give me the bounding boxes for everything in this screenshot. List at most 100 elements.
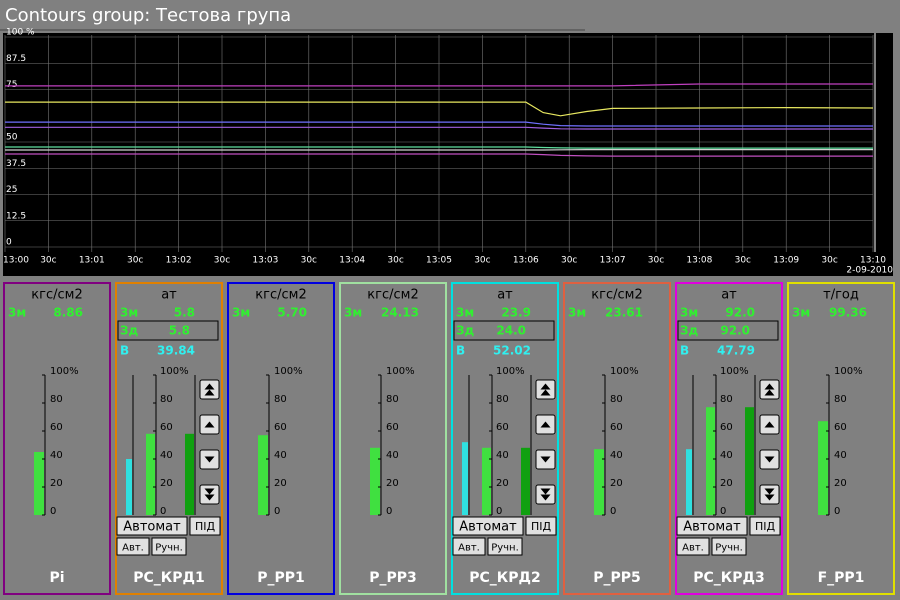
contour-name: Р_РР3	[369, 570, 417, 586]
manual-button-label: Ручн.	[715, 543, 743, 554]
y-tick-label: 37.5	[6, 159, 26, 169]
manual-button[interactable]	[487, 537, 523, 556]
contour-name: Р_РР1	[257, 570, 305, 586]
trend-line	[5, 153, 873, 157]
manual-button-label: Ручн.	[155, 543, 183, 554]
measured-label: 3м	[232, 306, 250, 320]
pid-button-label: ПІД	[531, 520, 552, 533]
x-tick-label: 13:03	[252, 256, 278, 266]
x-tick-label: 13:10	[860, 256, 886, 266]
gauge-tick-label: 40	[834, 450, 847, 461]
pid-button[interactable]	[525, 516, 557, 536]
arrow-icon	[540, 383, 551, 396]
measured-label: 3м	[456, 306, 474, 320]
window-title: Contours group: Тестова група	[5, 5, 291, 26]
gauge-tick-label: 40	[610, 450, 623, 461]
arrow-icon	[764, 456, 775, 463]
panel	[787, 282, 895, 595]
measured-value: 5.70	[277, 306, 307, 320]
panel	[3, 282, 111, 595]
manual-button-label: Ручн.	[491, 543, 519, 554]
measured-value: 92.0	[725, 306, 755, 320]
pid-button[interactable]	[189, 516, 221, 536]
arrow-icon	[764, 421, 775, 428]
gauge-tick-label: 40	[720, 450, 733, 461]
y-tick-label: 87.5	[6, 54, 26, 64]
contour-name: Р_РР5	[593, 570, 641, 586]
gauge-tick-label: 40	[160, 450, 173, 461]
auto-button[interactable]	[452, 537, 486, 556]
contour-name: Pi	[49, 570, 64, 586]
gauge-tick-label: 80	[274, 394, 287, 405]
manual-button[interactable]	[711, 537, 747, 556]
arrow-icon	[540, 456, 551, 463]
panel	[339, 282, 447, 595]
gauge-tick-label: 0	[50, 506, 56, 517]
gauge-tick-label: 40	[386, 450, 399, 461]
gauge-tick-label: 0	[160, 506, 166, 517]
y-tick-label: 0	[6, 238, 12, 248]
gauge-bar	[258, 435, 268, 515]
x-tick-label: 30c	[735, 256, 751, 266]
trend-line	[5, 126, 873, 130]
y-tick-label: 100 %	[6, 28, 35, 38]
gauge-tick-label: 100%	[386, 366, 415, 377]
output-value: 39.84	[157, 344, 195, 358]
mode-button-label: Автомат	[123, 520, 181, 535]
measured-label: 3м	[344, 306, 362, 320]
gauge-bar	[126, 459, 132, 515]
x-tick-label: 13:08	[686, 256, 712, 266]
gauge-bar	[34, 452, 44, 515]
gauge-tick-label: 20	[160, 478, 173, 489]
gauge-bar	[594, 449, 604, 515]
gauge-tick-label: 100%	[834, 366, 863, 377]
x-tick-label: 13:05	[426, 256, 452, 266]
trend-line	[5, 146, 873, 149]
units: т/год	[823, 288, 859, 303]
gauge-tick-label: 60	[160, 422, 173, 433]
contour-name: РС_КРД2	[469, 570, 540, 586]
pid-button-label: ПІД	[195, 520, 216, 533]
x-tick-label: 13:04	[339, 256, 365, 266]
gauge-tick-label: 20	[496, 478, 509, 489]
setpoint-label: Зд	[680, 324, 699, 338]
x-tick-label: 13:07	[600, 256, 626, 266]
mode-button[interactable]	[676, 516, 748, 536]
setpoint-box[interactable]	[453, 320, 555, 341]
gauge-tick-label: 60	[834, 422, 847, 433]
auto-button-label: Авт.	[122, 543, 144, 554]
pid-button[interactable]	[749, 516, 781, 536]
gauge-tick-label: 20	[50, 478, 63, 489]
gauge-bar	[686, 449, 692, 515]
gauge-tick-label: 20	[386, 478, 399, 489]
units: ат	[497, 288, 513, 303]
mode-button[interactable]	[116, 516, 188, 536]
auto-button[interactable]	[116, 537, 150, 556]
gauge-tick-label: 80	[50, 394, 63, 405]
setpoint-box[interactable]	[117, 320, 219, 341]
gauge-tick-label: 100%	[720, 366, 749, 377]
units: ат	[721, 288, 737, 303]
auto-button[interactable]	[676, 537, 710, 556]
manual-button[interactable]	[151, 537, 187, 556]
setpoint-label: Зд	[456, 324, 475, 338]
setpoint-box[interactable]	[677, 320, 779, 341]
gauge-tick-label: 20	[834, 478, 847, 489]
x-tick-label: 30c	[821, 256, 837, 266]
contour-name: F_PP1	[818, 570, 865, 586]
arrow-icon	[764, 488, 775, 501]
gauge-tick-label: 40	[274, 450, 287, 461]
measured-label: 3м	[792, 306, 810, 320]
panel	[563, 282, 671, 595]
x-tick-label: 30c	[474, 256, 490, 266]
mode-button[interactable]	[452, 516, 524, 536]
y-tick-label: 75	[6, 80, 17, 90]
mode-button-label: Автомат	[459, 520, 517, 535]
setpoint-value: 24.0	[496, 324, 526, 338]
gauge-bar	[146, 433, 155, 515]
gauge-tick-label: 80	[496, 394, 509, 405]
gauge-tick-label: 100%	[610, 366, 639, 377]
x-tick-label: 30c	[214, 256, 230, 266]
measured-value: 5.8	[174, 306, 195, 320]
gauge-tick-label: 20	[610, 478, 623, 489]
